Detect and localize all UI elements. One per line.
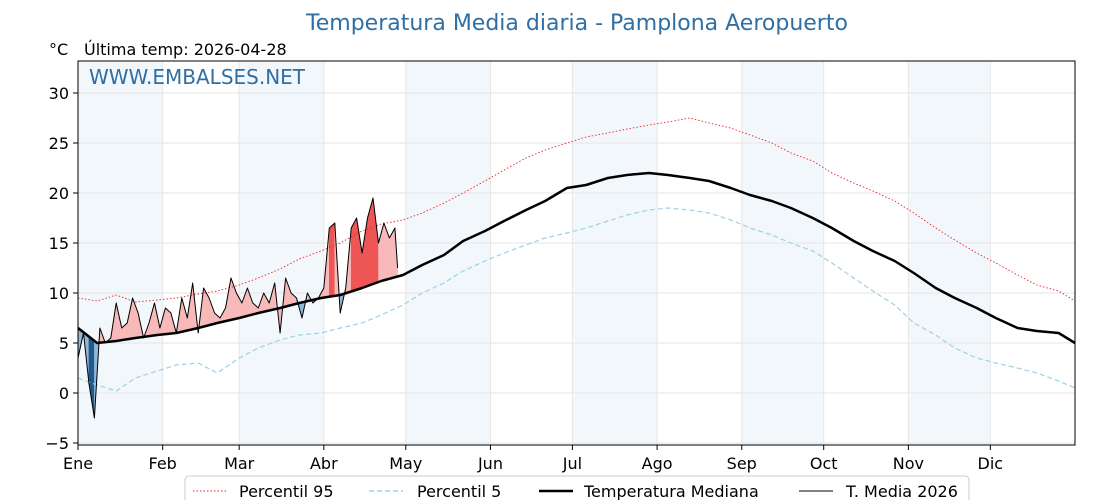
plot-frame	[77, 60, 1076, 446]
month-band-Sep	[741, 61, 824, 445]
y-tick-label: 5	[59, 334, 69, 353]
legend-label-p95: Percentil 95	[239, 482, 334, 500]
legend-box	[184, 475, 970, 500]
month-band-Jul	[572, 61, 658, 445]
series-line-2	[77, 171, 1076, 345]
last-temp-label: Última temp: 2026-04-28	[84, 40, 287, 59]
month-band-Nov	[908, 61, 991, 445]
anomaly-fill-segment	[350, 217, 357, 292]
anomaly-fill-segment	[356, 217, 363, 291]
y-tick-label: 25	[49, 134, 69, 153]
x-tick-label: Feb	[149, 454, 177, 473]
unit-label: °C	[49, 40, 68, 59]
y-tick-label: −5	[45, 434, 69, 453]
x-tick-label: May	[389, 454, 422, 473]
legend-label-median: Temperatura Mediana	[583, 482, 759, 500]
x-tick-label: Jun	[477, 454, 503, 473]
x-tick-label: Mar	[224, 454, 255, 473]
x-tick-label: Ene	[63, 454, 93, 473]
x-tick-label: Dic	[978, 454, 1004, 473]
anomaly-fill-segment	[367, 197, 374, 287]
month-band-Mar	[239, 61, 324, 445]
series-line-0	[77, 117, 1076, 303]
y-tick-label: 30	[49, 84, 69, 103]
y-tick-label: 20	[49, 184, 69, 203]
y-axis-ticks: 30 25 20 15 10 5 0 −5	[45, 84, 78, 453]
chart-title: Temperatura Media diaria - Pamplona Aero…	[305, 11, 848, 36]
legend-label-p5: Percentil 5	[417, 482, 501, 500]
y-tick-label: 15	[49, 234, 69, 253]
x-tick-label: Ago	[642, 454, 673, 473]
x-tick-label: Jul	[562, 454, 582, 473]
x-axis-ticks: Ene Feb Mar Abr May Jun Jul Ago Sep Oct Nov Dic	[63, 445, 1003, 473]
series-line-1	[77, 207, 1076, 392]
legend: Percentil 95 Percentil 5 Temperatura Med…	[184, 475, 970, 500]
watermark: WWW.EMBALSES.NET	[89, 65, 306, 89]
month-bands	[78, 61, 991, 445]
x-tick-label: Sep	[727, 454, 757, 473]
x-tick-label: Nov	[893, 454, 924, 473]
y-tick-label: 0	[59, 384, 69, 403]
x-tick-label: Oct	[810, 454, 838, 473]
legend-label-2026: T. Media 2026	[845, 482, 958, 500]
y-tick-label: 10	[49, 284, 69, 303]
anomaly-fill-segment	[329, 222, 336, 297]
series-line-3	[77, 197, 399, 419]
anomaly-fill-segment	[372, 197, 379, 285]
grid-lines	[77, 61, 1075, 445]
anomaly-fill-segment	[361, 217, 368, 289]
series-lines	[77, 117, 1076, 419]
x-tick-label: Abr	[310, 454, 338, 473]
